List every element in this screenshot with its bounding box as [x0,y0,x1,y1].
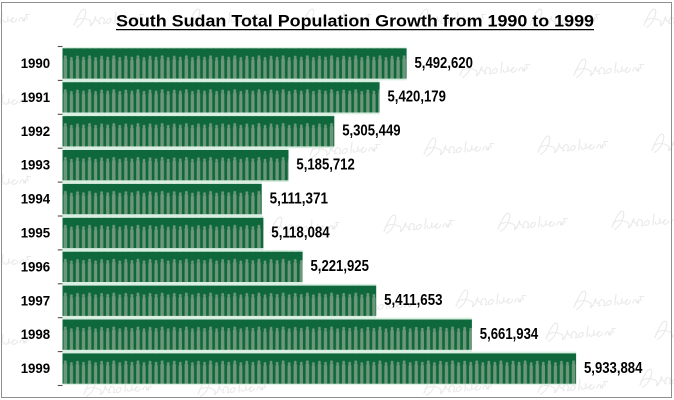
svg-text:1995: 1995 [21,226,51,241]
svg-text:5,185,712: 5,185,712 [296,156,354,173]
svg-text:1990: 1990 [21,56,51,71]
svg-text:5,118,084: 5,118,084 [271,224,330,241]
svg-text:5,411,653: 5,411,653 [384,292,442,309]
svg-text:5,221,925: 5,221,925 [311,258,370,275]
svg-text:5,305,449: 5,305,449 [342,123,400,140]
svg-text:5,933,884: 5,933,884 [584,360,643,377]
svg-text:1998: 1998 [21,327,51,342]
svg-text:1997: 1997 [21,293,51,308]
svg-text:5,111,371: 5,111,371 [270,190,329,207]
svg-text:South Sudan Total Population G: South Sudan Total Population Growth from… [116,13,594,31]
svg-text:5,420,179: 5,420,179 [388,89,446,106]
svg-text:5,492,620: 5,492,620 [415,55,473,72]
svg-text:1999: 1999 [21,361,51,376]
svg-text:1996: 1996 [21,259,51,274]
svg-text:1991: 1991 [21,90,51,105]
svg-text:1994: 1994 [21,192,51,207]
svg-text:1993: 1993 [21,158,51,173]
svg-text:5,661,934: 5,661,934 [480,326,539,343]
svg-text:1992: 1992 [21,124,51,139]
